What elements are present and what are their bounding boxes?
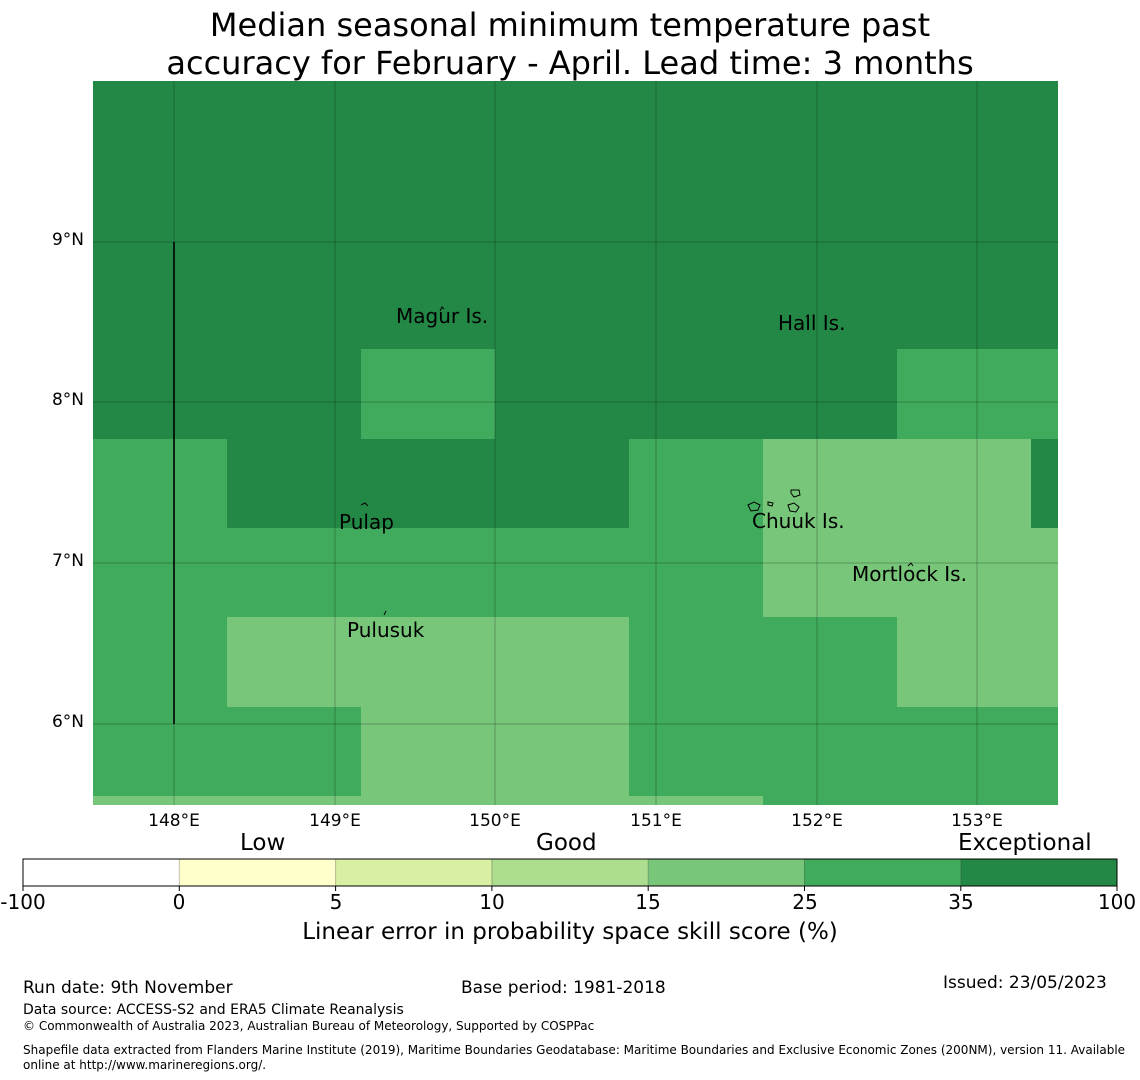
grid-cell	[361, 349, 495, 439]
grid-cell	[227, 617, 629, 707]
lat-label-7n: 7°N	[51, 551, 84, 571]
island-pulusuk	[383, 610, 387, 616]
lat-label-8n: 8°N	[51, 390, 84, 410]
colorbar-tick-label: 25	[792, 890, 818, 914]
skill-grid	[93, 81, 1058, 805]
island-chuuk-east	[787, 502, 800, 513]
shapefile-credit-line-1: Shapefile data extracted from Flanders M…	[23, 1043, 1126, 1057]
island-chuuk-west	[747, 501, 761, 512]
colorbar-tick-label: 100	[1097, 890, 1137, 914]
place-label-pulap: Pulap	[339, 510, 394, 534]
colorbar-segment	[491, 859, 649, 886]
shapefile-credit-line-2: online at http://www.marineregions.org/.	[23, 1058, 267, 1072]
copyright-notice: © Commonwealth of Australia 2023, Austra…	[23, 1019, 595, 1033]
grid-cell	[897, 617, 1058, 707]
lat-label-9n: 9°N	[51, 230, 84, 250]
island-mortlock	[907, 562, 914, 567]
place-label-magur: Magur Is.	[396, 304, 489, 328]
lon-label-152e: 152°E	[791, 811, 843, 831]
grid-cell	[361, 707, 629, 805]
colorbar-tick-label: -100	[0, 890, 46, 914]
place-label-hall: Hall Is.	[778, 311, 846, 335]
colorbar-frame	[22, 858, 1118, 887]
lon-label-148e: 148°E	[148, 811, 200, 831]
lon-label-150e: 150°E	[469, 811, 521, 831]
grid-cell	[897, 349, 1058, 439]
colorbar-segment	[23, 859, 180, 886]
grid-cell	[1031, 528, 1058, 617]
colorbar-tick-label: 35	[948, 890, 974, 914]
chart-title-line-1: Median seasonal minimum temperature past	[209, 6, 931, 44]
lon-label-149e: 149°E	[309, 811, 361, 831]
colorbar-tick-label: 0	[172, 890, 186, 914]
colorbar-segment	[960, 859, 1117, 886]
colorbar	[22, 858, 1118, 891]
colorbar-category-exceptional: Exceptional	[958, 830, 1092, 856]
island-chuuk-lagoon	[790, 489, 801, 498]
colorbar-segment	[648, 859, 805, 886]
island-chuuk-mid	[767, 501, 774, 507]
base-period: Base period: 1981-2018	[461, 978, 666, 998]
place-label-mortlock: Mortlock Is.	[852, 562, 967, 586]
colorbar-segment	[804, 859, 961, 886]
island-pulap	[360, 502, 369, 507]
place-label-pulusuk: Pulusuk	[347, 618, 425, 642]
lon-label-151e: 151°E	[630, 811, 682, 831]
island-magur	[439, 306, 445, 312]
colorbar-category-low: Low	[240, 830, 286, 856]
colorbar-tick-label: 15	[635, 890, 661, 914]
island-hall	[805, 314, 809, 318]
grid-cell	[629, 796, 763, 805]
lat-label-6n: 6°N	[51, 712, 84, 732]
colorbar-tick-label: 10	[479, 890, 505, 914]
grid-cell	[227, 439, 629, 528]
lon-label-153e: 153°E	[951, 811, 1003, 831]
colorbar-category-good: Good	[536, 830, 597, 856]
grid-cell	[1031, 439, 1058, 528]
colorbar-axis-label: Linear error in probability space skill …	[302, 919, 838, 945]
colorbar-tick-label: 5	[329, 890, 343, 914]
data-source: Data source: ACCESS-S2 and ERA5 Climate …	[23, 1002, 404, 1018]
issued-date: Issued: 23/05/2023	[943, 973, 1107, 993]
grid-cell	[763, 439, 1031, 617]
island-outlines	[360, 306, 914, 616]
grid-cell	[93, 796, 361, 805]
chart-title-line-2: accuracy for February - April. Lead time…	[166, 44, 974, 82]
colorbar-segment	[179, 859, 336, 886]
place-label-chuuk: Chuuk Is.	[752, 509, 845, 533]
run-date: Run date: 9th November	[23, 978, 233, 998]
colorbar-segment	[335, 859, 492, 886]
